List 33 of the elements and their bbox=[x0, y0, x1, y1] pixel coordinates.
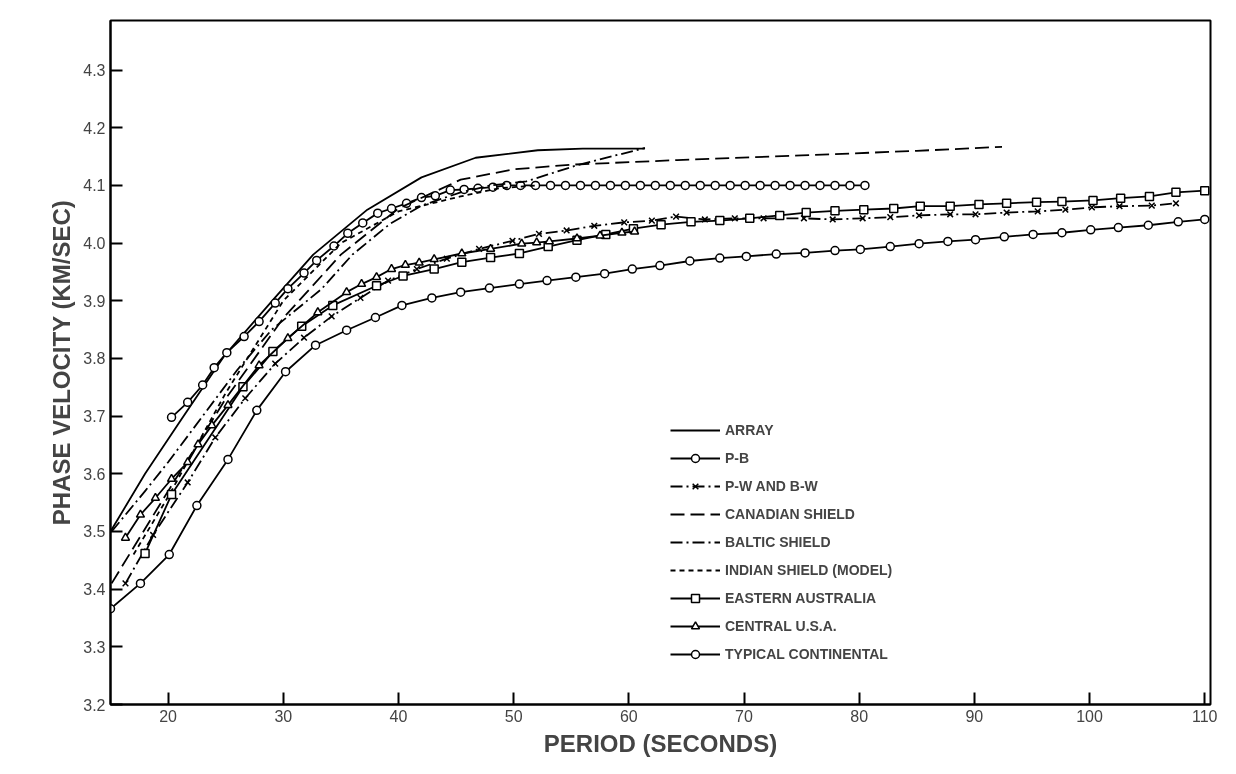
legend-label: P-B bbox=[725, 450, 750, 466]
x-tick-label: 60 bbox=[619, 707, 638, 725]
legend-label: BALTIC SHIELD bbox=[725, 534, 831, 550]
legend-label: INDIAN SHIELD (MODEL) bbox=[725, 562, 893, 578]
legend-label: P-W AND B-W bbox=[725, 478, 818, 494]
x-tick-label: 90 bbox=[965, 707, 984, 725]
x-tick-label: 70 bbox=[735, 707, 754, 725]
y-tick-label: 3.4 bbox=[83, 581, 106, 599]
y-tick-label: 4.2 bbox=[83, 119, 106, 137]
legend-label: CENTRAL U.S.A. bbox=[725, 618, 837, 634]
x-tick-label: 100 bbox=[1076, 707, 1104, 725]
y-tick-label: 3.3 bbox=[83, 638, 106, 656]
x-tick-label: 80 bbox=[850, 707, 869, 725]
x-tick-label: 50 bbox=[504, 707, 523, 725]
x-tick-label: 40 bbox=[389, 707, 408, 725]
y-tick-label: 3.7 bbox=[83, 408, 106, 426]
legend-label: ARRAY bbox=[725, 422, 774, 438]
y-tick-label: 3.5 bbox=[83, 523, 106, 541]
legend-label: CANADIAN SHIELD bbox=[725, 506, 855, 522]
y-axis-title: PHASE VELOCITY (KM/SEC) bbox=[48, 200, 76, 526]
y-tick-label: 4.0 bbox=[83, 235, 106, 253]
x-tick-label: 110 bbox=[1191, 707, 1218, 725]
y-tick-label: 4.3 bbox=[83, 62, 106, 80]
y-tick-label: 3.2 bbox=[83, 696, 106, 714]
y-tick-label: 3.6 bbox=[83, 465, 106, 483]
x-tick-label: 20 bbox=[159, 707, 178, 725]
y-tick-label: 3.9 bbox=[83, 292, 106, 310]
x-tick-label: 30 bbox=[274, 707, 293, 725]
y-tick-label: 4.1 bbox=[83, 177, 106, 195]
legend-label: TYPICAL CONTINENTAL bbox=[725, 646, 888, 662]
legend-label: EASTERN AUSTRALIA bbox=[725, 590, 877, 606]
x-axis-title: PERIOD (SECONDS) bbox=[543, 729, 778, 757]
y-tick-label: 3.8 bbox=[83, 350, 106, 368]
